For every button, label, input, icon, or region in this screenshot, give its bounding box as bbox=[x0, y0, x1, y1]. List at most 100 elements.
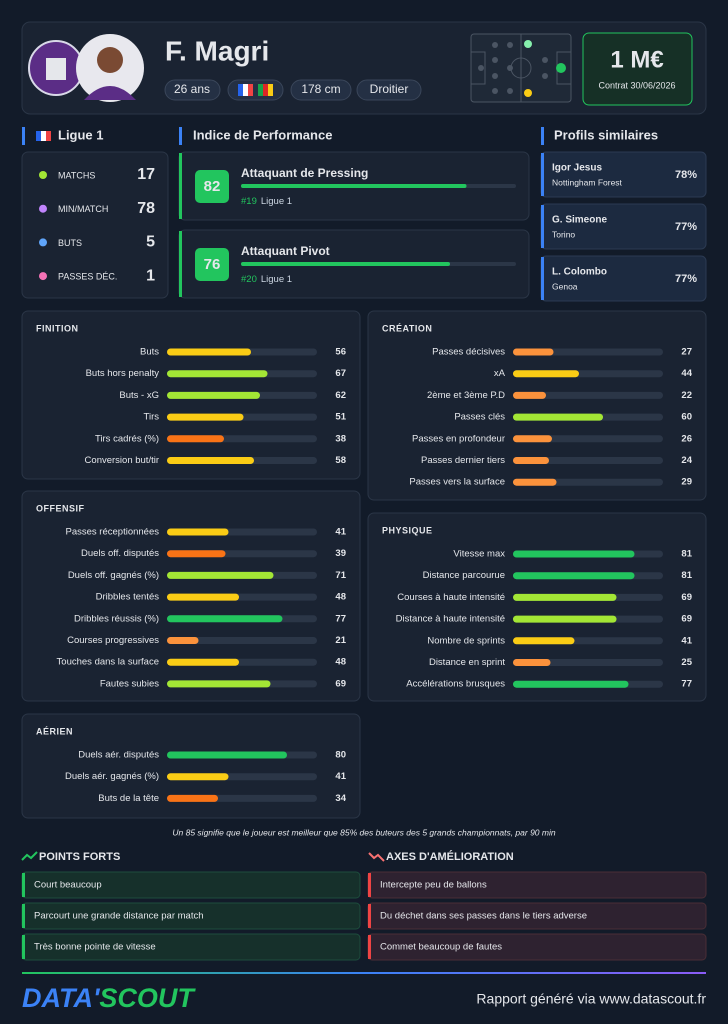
rank: #20 bbox=[241, 274, 257, 285]
metric-bar bbox=[167, 391, 260, 399]
section-title: CRÉATION bbox=[382, 323, 432, 333]
metric-label: Buts bbox=[140, 347, 159, 358]
pill bbox=[227, 79, 284, 101]
flag bbox=[238, 84, 243, 96]
metric-track bbox=[513, 659, 663, 666]
metric-bar bbox=[167, 751, 287, 759]
foot: Droitier bbox=[370, 82, 409, 96]
metric-label: Tirs bbox=[144, 412, 160, 423]
role-name: Attaquant Pivot bbox=[241, 244, 330, 258]
flag bbox=[263, 84, 268, 96]
score-box bbox=[195, 170, 229, 203]
stat-icon bbox=[39, 171, 47, 179]
metric-bar bbox=[513, 370, 579, 378]
logo-left: DATA' bbox=[22, 983, 101, 1013]
metric-label: Courses à haute intensité bbox=[397, 592, 505, 603]
metric-label: xA bbox=[494, 368, 506, 379]
role-score: 76 bbox=[204, 256, 221, 273]
metric-label: Fautes subies bbox=[100, 678, 159, 689]
stat-value: 5 bbox=[146, 234, 155, 251]
metric-label: Courses progressives bbox=[67, 635, 159, 646]
icon bbox=[21, 851, 38, 861]
value-card bbox=[582, 32, 693, 106]
stat-icon bbox=[39, 204, 47, 213]
metric-bar bbox=[167, 615, 283, 623]
pill bbox=[356, 79, 422, 101]
section-card bbox=[367, 310, 707, 501]
metric-bar bbox=[167, 593, 239, 601]
item-text: Court beaucoup bbox=[34, 880, 102, 891]
flag bbox=[36, 131, 41, 141]
section-title: FINITION bbox=[36, 323, 79, 333]
metric-bar bbox=[167, 550, 226, 558]
metric-value: 29 bbox=[681, 477, 692, 488]
improvements-title: AXES D'AMÉLIORATION bbox=[386, 850, 514, 863]
metric-value: 56 bbox=[335, 347, 346, 358]
metric-bar bbox=[513, 348, 554, 356]
stat-label: BUTS bbox=[58, 238, 82, 248]
metric-label: Passes en profondeur bbox=[412, 433, 505, 444]
similar-name: Igor Jesus bbox=[552, 163, 602, 174]
metric-bar bbox=[513, 593, 617, 601]
stat-value: 1 bbox=[146, 267, 155, 284]
similar-name: L. Colombo bbox=[552, 267, 607, 278]
role-score: 82 bbox=[204, 178, 221, 195]
flag bbox=[46, 131, 51, 141]
stat-label: PASSES DÉC. bbox=[58, 271, 117, 281]
metric-value: 41 bbox=[335, 527, 346, 538]
metric-label: Dribbles tentés bbox=[96, 592, 160, 603]
role-accent bbox=[179, 153, 182, 219]
stat-icon bbox=[39, 272, 47, 281]
metric-label: Accélérations brusques bbox=[406, 679, 505, 690]
position-dots bbox=[478, 40, 566, 97]
metric-label: Duels off. gagnés (%) bbox=[68, 570, 159, 581]
similar-match: 77% bbox=[675, 273, 697, 285]
metric-label: Duels off. disputés bbox=[81, 548, 159, 559]
item-accent bbox=[368, 873, 371, 897]
accent bbox=[179, 127, 182, 145]
metric-bar bbox=[513, 435, 552, 443]
flag bbox=[248, 84, 253, 96]
flag bbox=[258, 84, 263, 96]
metric-value: 21 bbox=[335, 635, 346, 646]
metric-value: 24 bbox=[681, 455, 692, 466]
metric-track bbox=[513, 391, 663, 399]
height: 178 cm bbox=[301, 82, 340, 96]
metric-value: 34 bbox=[335, 793, 346, 804]
role-accent bbox=[179, 231, 182, 297]
item-accent bbox=[368, 904, 371, 928]
similar-club: Torino bbox=[552, 229, 575, 239]
role-rank: #20 Ligue 1 bbox=[241, 274, 292, 285]
metric-bar bbox=[513, 391, 546, 399]
icon bbox=[368, 852, 385, 862]
metric-value: 60 bbox=[681, 412, 692, 423]
flag bbox=[268, 84, 273, 96]
similar-accent bbox=[541, 205, 544, 248]
metric-value: 26 bbox=[681, 433, 692, 444]
metric-label: Distance à haute intensité bbox=[396, 614, 505, 625]
role-bar bbox=[241, 262, 450, 266]
role-name: Attaquant de Pressing bbox=[241, 166, 368, 180]
role-bar bbox=[241, 184, 467, 188]
similar-accent bbox=[541, 257, 544, 300]
metric-value: 69 bbox=[335, 678, 346, 689]
flag bbox=[41, 131, 46, 141]
metric-bar bbox=[513, 478, 557, 486]
metric-label: Buts hors penalty bbox=[86, 368, 160, 379]
logo-right: SCOUT bbox=[99, 983, 196, 1013]
metric-bar bbox=[167, 370, 268, 378]
accent bbox=[541, 127, 544, 145]
metric-bar bbox=[167, 435, 224, 443]
contract: Contrat 30/06/2026 bbox=[598, 80, 675, 90]
position-pitch bbox=[470, 33, 572, 103]
footer-credit: Rapport généré via www.datascout.fr bbox=[476, 991, 706, 1007]
metric-value: 25 bbox=[681, 657, 692, 668]
performance-title: Indice de Performance bbox=[193, 127, 332, 142]
metric-value: 51 bbox=[335, 412, 346, 423]
league-name: Ligue 1 bbox=[58, 127, 104, 142]
section-card bbox=[21, 713, 361, 819]
footer-logo: DATA'SCOUT bbox=[22, 983, 196, 1013]
metric-label: Touches dans la surface bbox=[57, 657, 159, 668]
section-title: OFFENSIF bbox=[36, 503, 85, 513]
